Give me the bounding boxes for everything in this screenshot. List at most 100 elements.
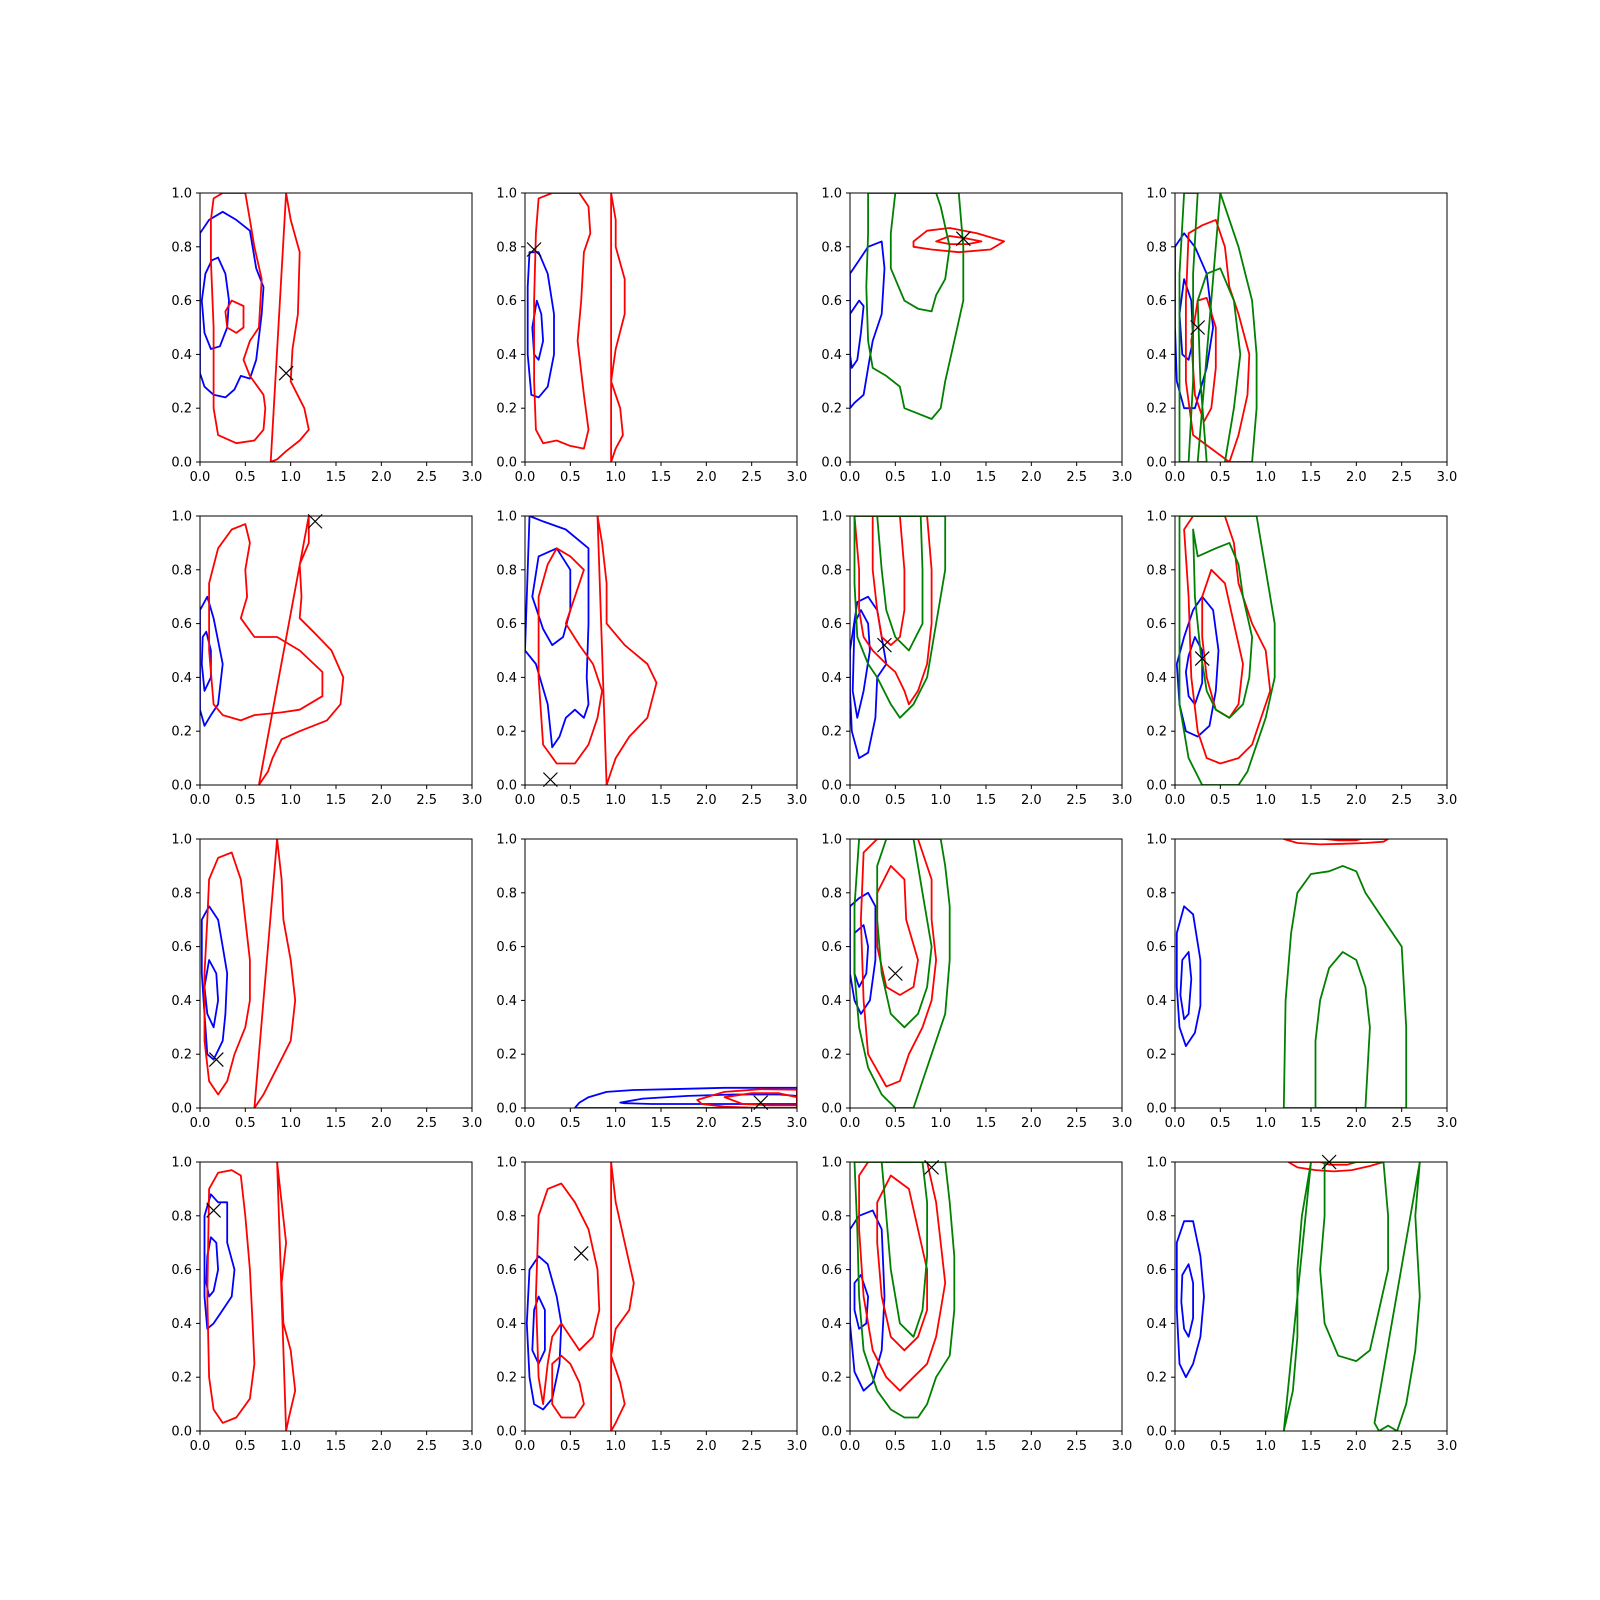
- y-tick-label: 0.4: [496, 348, 517, 363]
- x-tick-label: 2.5: [741, 1439, 762, 1454]
- subplot-r1c1: 0.0 0.5 1.0 1.5 2.0 2.5 3.0 0.0 0.2 0.4 0.6 0.8 1.0: [171, 187, 482, 486]
- subplot-r4c4: 0.0 0.5 1.0 1.5 2.0 2.5 3.0 0.0 0.2 0.4 0.6 0.8 1.0: [1146, 1154, 1457, 1454]
- x-tick-label: 3.0: [1112, 470, 1133, 485]
- x-marker: [206, 1202, 222, 1218]
- y-tick-label: 0.4: [171, 994, 192, 1009]
- blue-contour-line: [851, 609, 871, 719]
- x-tick-label: 2.0: [1021, 1116, 1042, 1131]
- y-tick-label: 1.0: [1146, 833, 1167, 848]
- y-tick-label: 0.8: [821, 563, 842, 578]
- x-tick-label: 1.0: [605, 793, 626, 808]
- blue-contour-line: [1179, 951, 1193, 1021]
- y-tick-label: 0.8: [1146, 240, 1167, 255]
- x-tick-label: 2.5: [1066, 470, 1087, 485]
- blue-contour-line: [200, 210, 265, 399]
- x-marker: [887, 966, 903, 981]
- red-contour-line: [224, 299, 245, 334]
- x-marker: [542, 772, 558, 788]
- y-tick-label: 0.0: [1146, 456, 1167, 471]
- red-contour-line: [723, 1092, 797, 1107]
- y-tick-label: 1.0: [821, 187, 842, 202]
- y-tick-label: 0.2: [1146, 1371, 1167, 1386]
- y-tick-label: 0.6: [821, 294, 842, 309]
- subplot-r2c3: 0.0 0.5 1.0 1.5 2.0 2.5 3.0 0.0 0.2 0.4 0.6 0.8 1.0: [821, 510, 1132, 809]
- red-contour-line: [610, 193, 626, 462]
- x-tick-label: 1.5: [326, 1439, 347, 1454]
- x-tick-label: 0.0: [840, 1116, 861, 1131]
- contour-layer: [200, 193, 310, 462]
- contour-layer: [525, 1162, 635, 1431]
- blue-contour-line: [1185, 636, 1204, 706]
- x-tick-label: 1.0: [1255, 1439, 1276, 1454]
- green-contour-line: [1178, 516, 1276, 785]
- x-marker: [753, 1095, 769, 1111]
- blue-contour-line: [526, 251, 555, 399]
- x-tick-label: 2.5: [741, 793, 762, 808]
- red-contour-line: [912, 227, 1005, 254]
- contour-layer: [200, 516, 345, 785]
- y-tick-label: 0.2: [171, 402, 192, 417]
- x-tick-label: 1.0: [930, 470, 951, 485]
- x-tick-label: 3.0: [462, 470, 483, 485]
- subplot-grid: 0.0 0.5 1.0 1.5 2.0 2.5 3.00.00.20.40.60.81.00…: [171, 187, 1457, 1455]
- green-contour-line: [1373, 1162, 1421, 1431]
- y-tick-label: 0.6: [821, 1263, 842, 1278]
- x-tick-label: 1.0: [605, 1439, 626, 1454]
- contour-layer: [200, 839, 297, 1108]
- y-tick-label: 0.6: [171, 294, 192, 309]
- y-tick-label: 0.8: [496, 240, 517, 255]
- x-tick-label: 3.0: [1437, 793, 1458, 808]
- x-tick-label: 1.5: [651, 1439, 672, 1454]
- x-tick-label: 1.5: [651, 1116, 672, 1131]
- y-tick-label: 0.4: [1146, 994, 1167, 1009]
- y-tick-label: 0.0: [496, 456, 517, 471]
- contour-layer: [1175, 516, 1276, 785]
- x-tick-label: 1.0: [280, 1439, 301, 1454]
- y-tick-label: 1.0: [821, 510, 842, 525]
- subplot-r2c4: 0.0 0.5 1.0 1.5 2.0 2.5 3.0 0.0 0.2 0.4 0.6 0.8 1.0: [1146, 510, 1457, 809]
- x-tick-label: 0.0: [1165, 1116, 1186, 1131]
- y-tick-label: 0.6: [821, 617, 842, 632]
- x-tick-label: 2.0: [1346, 1116, 1367, 1131]
- x-tick-label: 2.0: [1346, 793, 1367, 808]
- y-tick-label: 0.8: [171, 240, 192, 255]
- x-tick-label: 0.0: [840, 1439, 861, 1454]
- x-tick-label: 2.5: [416, 470, 437, 485]
- y-tick-label: 1.0: [496, 510, 517, 525]
- y-tick-label: 1.0: [1146, 510, 1167, 525]
- x-marker: [955, 231, 971, 247]
- y-tick-label: 0.2: [171, 725, 192, 740]
- red-contour-line: [208, 523, 324, 722]
- x-marker: [526, 242, 542, 257]
- x-tick-label: 0.5: [885, 1439, 906, 1454]
- x-tick-label: 1.5: [976, 793, 997, 808]
- red-contour-line: [596, 516, 658, 785]
- contour-layer: [526, 193, 626, 462]
- y-tick-label: 0.8: [821, 1209, 842, 1224]
- x-tick-label: 0.5: [235, 1439, 256, 1454]
- contour-layer: [203, 1162, 297, 1431]
- x-tick-label: 3.0: [787, 470, 808, 485]
- x-tick-label: 2.0: [696, 1439, 717, 1454]
- green-contour-line: [876, 839, 933, 1029]
- blue-contour-line: [619, 1093, 797, 1105]
- green-contour-line: [1319, 1162, 1389, 1362]
- y-tick-label: 0.6: [496, 940, 517, 955]
- y-tick-label: 0.8: [821, 240, 842, 255]
- contour-layer: [1175, 839, 1408, 1108]
- y-tick-label: 0.4: [171, 348, 192, 363]
- y-tick-label: 0.2: [1146, 1048, 1167, 1063]
- subplot-r2c1: 0.0 0.5 1.0 1.5 2.0 2.5 3.0 0.0 0.2 0.4 0.6 0.8 1.0: [171, 510, 482, 809]
- y-tick-label: 0.6: [821, 940, 842, 955]
- y-tick-label: 0.8: [1146, 563, 1167, 578]
- green-contour-line: [1178, 193, 1199, 462]
- y-tick-label: 0.8: [171, 563, 192, 578]
- green-contour-line: [1192, 528, 1253, 719]
- y-tick-label: 0.0: [171, 1425, 192, 1440]
- x-tick-label: 1.0: [1255, 470, 1276, 485]
- y-tick-label: 0.0: [496, 779, 517, 794]
- x-tick-label: 1.0: [280, 793, 301, 808]
- subplot-r2c2: 0.0 0.5 1.0 1.5 2.0 2.5 3.0 0.0 0.2 0.4 0.6 0.8 1.0: [496, 510, 807, 809]
- y-tick-label: 0.0: [821, 779, 842, 794]
